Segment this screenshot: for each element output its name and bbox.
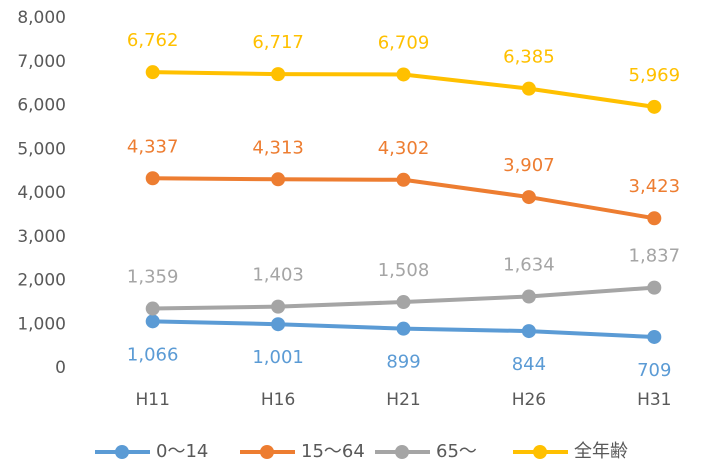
y-tick-label: 6,000	[17, 96, 66, 116]
data-label: 1,359	[127, 267, 179, 288]
data-label: 1,837	[629, 246, 681, 267]
data-point	[647, 329, 662, 344]
legend-marker	[260, 445, 274, 459]
data-point	[521, 81, 536, 96]
x-tick-label: H16	[261, 390, 295, 410]
data-point	[396, 295, 411, 310]
data-label: 899	[386, 352, 420, 373]
y-tick-label: 1,000	[17, 314, 66, 334]
data-label: 1,001	[252, 347, 304, 368]
legend-label: 15〜64	[301, 441, 365, 462]
legend-label: 全年齢	[574, 441, 628, 462]
data-label: 1,066	[127, 344, 179, 365]
legend-label: 65〜	[436, 441, 477, 462]
data-point	[521, 289, 536, 304]
data-point	[647, 99, 662, 114]
y-tick-label: 7,000	[17, 52, 66, 72]
x-tick-label: H26	[512, 390, 546, 410]
data-label: 6,709	[378, 32, 430, 53]
y-tick-label: 0	[55, 358, 66, 378]
data-label: 1,634	[503, 255, 555, 276]
data-label: 5,969	[629, 65, 681, 86]
data-label: 4,302	[378, 138, 430, 159]
data-point	[647, 280, 662, 295]
data-label: 3,423	[629, 176, 681, 197]
data-label: 709	[637, 360, 671, 381]
data-point	[145, 314, 160, 329]
x-tick-label: H31	[637, 390, 671, 410]
data-point	[271, 299, 286, 314]
data-label: 3,907	[503, 155, 555, 176]
data-label: 4,337	[127, 136, 179, 157]
data-point	[145, 171, 160, 186]
data-point	[396, 67, 411, 82]
data-point	[145, 301, 160, 316]
data-label: 1,508	[378, 260, 430, 281]
legend-marker	[115, 445, 129, 459]
y-tick-label: 4,000	[17, 183, 66, 203]
data-label: 6,385	[503, 47, 555, 68]
data-point	[396, 321, 411, 336]
data-point	[521, 190, 536, 205]
y-tick-label: 2,000	[17, 271, 66, 291]
data-point	[521, 324, 536, 339]
y-tick-label: 3,000	[17, 227, 66, 247]
y-tick-label: 5,000	[17, 139, 66, 159]
data-label: 4,313	[252, 137, 304, 158]
legend-label: 0〜14	[156, 441, 208, 462]
legend-marker	[533, 445, 547, 459]
data-label: 844	[512, 354, 546, 375]
data-point	[271, 317, 286, 332]
data-point	[145, 65, 160, 80]
data-point	[396, 172, 411, 187]
y-tick-label: 8,000	[17, 8, 66, 28]
data-point	[647, 211, 662, 226]
data-label: 6,717	[252, 32, 304, 53]
data-point	[271, 172, 286, 187]
data-point	[271, 67, 286, 82]
data-label: 1,403	[252, 265, 304, 286]
x-tick-label: H21	[386, 390, 420, 410]
x-tick-label: H11	[135, 390, 169, 410]
legend-marker	[395, 445, 409, 459]
data-label: 6,762	[127, 30, 179, 51]
